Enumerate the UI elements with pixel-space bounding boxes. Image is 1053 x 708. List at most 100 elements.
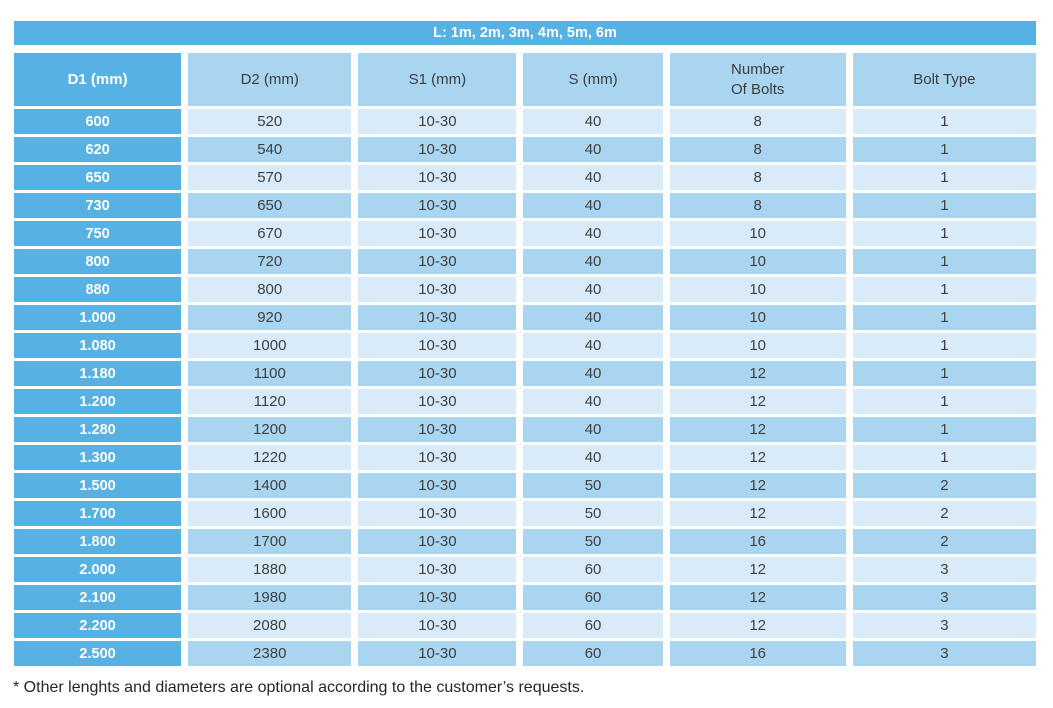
- num-bolts-cell: 16: [669, 529, 846, 554]
- column-header-bolt-type: Bolt Type: [852, 53, 1036, 106]
- d1-cell: 1.500: [14, 473, 182, 498]
- s1-cell: 10-30: [358, 193, 517, 218]
- s-cell: 50: [523, 501, 663, 526]
- s1-cell: 10-30: [358, 473, 517, 498]
- s1-cell: 10-30: [358, 529, 517, 554]
- bolt-type-cell: 3: [852, 557, 1036, 582]
- d1-cell: 600: [14, 109, 182, 134]
- footnote: * Other lenghts and diameters are option…: [13, 679, 585, 696]
- num-bolts-cell: 12: [669, 585, 846, 610]
- table-row: 1.500 1400 10-30 50 12 2: [14, 473, 1036, 498]
- s1-cell: 10-30: [358, 137, 517, 162]
- s-cell: 40: [523, 389, 663, 414]
- d2-cell: 1880: [188, 557, 352, 582]
- table-row: 1.700 1600 10-30 50 12 2: [14, 501, 1036, 526]
- num-bolts-cell: 12: [669, 473, 846, 498]
- bolt-type-cell: 1: [852, 389, 1036, 414]
- d2-cell: 1600: [188, 501, 352, 526]
- s1-cell: 10-30: [358, 165, 517, 190]
- bolt-type-cell: 1: [852, 109, 1036, 134]
- d1-cell: 1.180: [14, 361, 182, 386]
- bolt-type-cell: 1: [852, 249, 1036, 274]
- s-cell: 40: [523, 193, 663, 218]
- num-bolts-cell: 12: [669, 501, 846, 526]
- s-cell: 50: [523, 473, 663, 498]
- s-cell: 40: [523, 333, 663, 358]
- d1-cell: 1.700: [14, 501, 182, 526]
- table-row: 1.300 1220 10-30 40 12 1: [14, 445, 1036, 470]
- num-bolts-cell: 12: [669, 445, 846, 470]
- s1-cell: 10-30: [358, 333, 517, 358]
- s1-cell: 10-30: [358, 417, 517, 442]
- d1-cell: 1.300: [14, 445, 182, 470]
- table-row: 2.100 1980 10-30 60 12 3: [14, 585, 1036, 610]
- d1-cell: 730: [14, 193, 182, 218]
- d2-cell: 1220: [188, 445, 352, 470]
- table-row: 620 540 10-30 40 8 1: [14, 137, 1036, 162]
- d1-cell: 2.100: [14, 585, 182, 610]
- num-bolts-cell: 12: [669, 389, 846, 414]
- s-cell: 40: [523, 221, 663, 246]
- s1-cell: 10-30: [358, 109, 517, 134]
- spec-table: D1 (mm) D2 (mm) S1 (mm) S (mm) Number Of…: [7, 50, 1043, 669]
- table-row: 750 670 10-30 40 10 1: [14, 221, 1036, 246]
- num-bolts-cell: 10: [669, 305, 846, 330]
- s-cell: 60: [523, 585, 663, 610]
- d1-cell: 2.200: [14, 613, 182, 638]
- s1-cell: 10-30: [358, 445, 517, 470]
- s-cell: 40: [523, 277, 663, 302]
- d2-cell: 2380: [188, 641, 352, 666]
- d2-cell: 2080: [188, 613, 352, 638]
- bolt-type-cell: 2: [852, 473, 1036, 498]
- table-row: 650 570 10-30 40 8 1: [14, 165, 1036, 190]
- table-row: 1.000 920 10-30 40 10 1: [14, 305, 1036, 330]
- s-cell: 50: [523, 529, 663, 554]
- table-row: 800 720 10-30 40 10 1: [14, 249, 1036, 274]
- d2-cell: 1000: [188, 333, 352, 358]
- d2-cell: 1100: [188, 361, 352, 386]
- s1-cell: 10-30: [358, 277, 517, 302]
- s1-cell: 10-30: [358, 361, 517, 386]
- s-cell: 40: [523, 417, 663, 442]
- num-bolts-cell: 8: [669, 137, 846, 162]
- s1-cell: 10-30: [358, 389, 517, 414]
- num-bolts-cell: 10: [669, 221, 846, 246]
- d1-cell: 750: [14, 221, 182, 246]
- bolt-type-cell: 1: [852, 165, 1036, 190]
- length-title-bar: L: 1m, 2m, 3m, 4m, 5m, 6m: [14, 21, 1036, 45]
- bolt-type-cell: 1: [852, 417, 1036, 442]
- d2-cell: 570: [188, 165, 352, 190]
- num-bolts-cell: 8: [669, 165, 846, 190]
- bolt-type-cell: 1: [852, 193, 1036, 218]
- d1-cell: 880: [14, 277, 182, 302]
- bolt-type-cell: 1: [852, 277, 1036, 302]
- s-cell: 40: [523, 305, 663, 330]
- num-bolts-cell: 12: [669, 613, 846, 638]
- d1-cell: 1.080: [14, 333, 182, 358]
- bolt-type-cell: 3: [852, 641, 1036, 666]
- bolt-type-cell: 1: [852, 221, 1036, 246]
- table-row: 1.800 1700 10-30 50 16 2: [14, 529, 1036, 554]
- column-header-num-bolts: Number Of Bolts: [669, 53, 846, 106]
- table-row: 2.000 1880 10-30 60 12 3: [14, 557, 1036, 582]
- s1-cell: 10-30: [358, 613, 517, 638]
- num-bolts-cell: 10: [669, 333, 846, 358]
- d2-cell: 800: [188, 277, 352, 302]
- bolt-type-cell: 1: [852, 361, 1036, 386]
- d1-cell: 1.200: [14, 389, 182, 414]
- header-row: D1 (mm) D2 (mm) S1 (mm) S (mm) Number Of…: [14, 53, 1036, 106]
- table-row: 1.280 1200 10-30 40 12 1: [14, 417, 1036, 442]
- d2-cell: 920: [188, 305, 352, 330]
- d2-cell: 1700: [188, 529, 352, 554]
- d1-cell: 2.500: [14, 641, 182, 666]
- bolt-type-cell: 1: [852, 445, 1036, 470]
- d2-cell: 540: [188, 137, 352, 162]
- s-cell: 40: [523, 361, 663, 386]
- bolt-type-cell: 2: [852, 529, 1036, 554]
- d1-cell: 1.800: [14, 529, 182, 554]
- num-bolts-cell: 10: [669, 249, 846, 274]
- table-row: 600 520 10-30 40 8 1: [14, 109, 1036, 134]
- s-cell: 60: [523, 641, 663, 666]
- num-bolts-cell: 16: [669, 641, 846, 666]
